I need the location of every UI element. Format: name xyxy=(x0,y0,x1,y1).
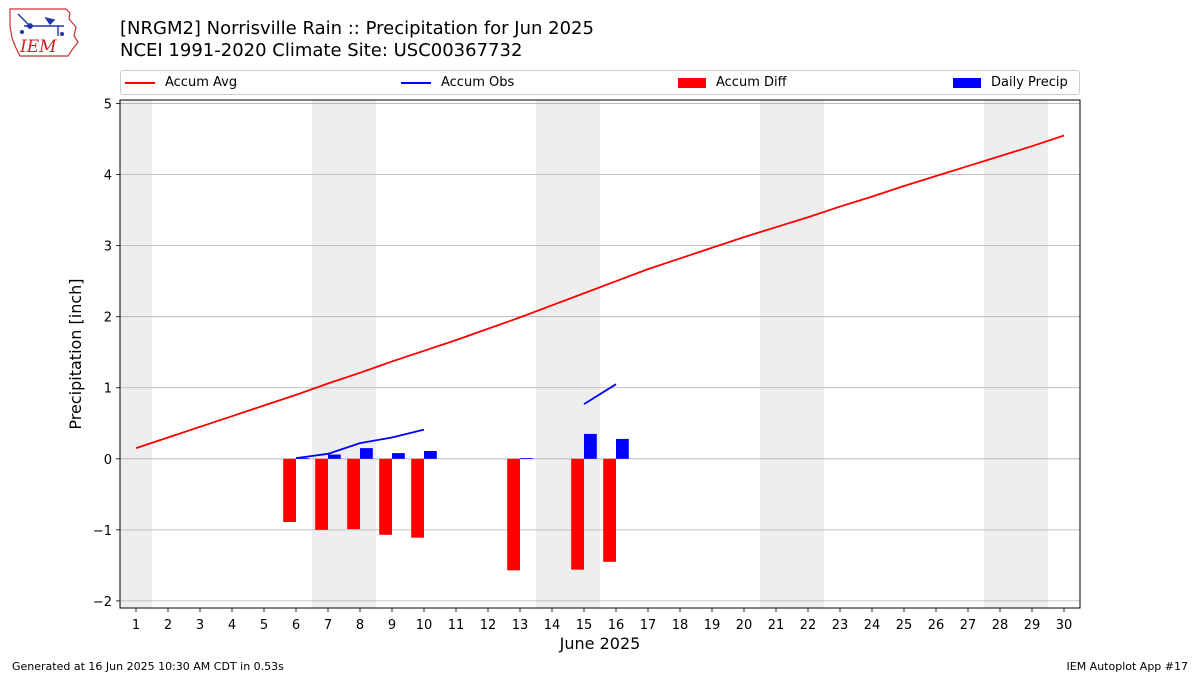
daily-precip-bar-6 xyxy=(296,458,309,459)
x-tick-label-13: 14 xyxy=(544,618,561,633)
legend-swatch-accum-obs xyxy=(401,81,431,84)
x-tick-label-23: 24 xyxy=(864,618,881,633)
daily-precip-bar-8 xyxy=(360,448,373,459)
accum-diff-bar-8 xyxy=(347,458,360,530)
x-tick-label-8: 9 xyxy=(388,618,396,633)
accum-diff-bar-15 xyxy=(571,458,584,570)
x-tick-label-28: 29 xyxy=(1024,618,1041,633)
legend-item-accum-obs: Accum Obs xyxy=(401,71,514,94)
x-tick-label-29: 30 xyxy=(1056,618,1073,633)
legend-swatch-accum-diff xyxy=(678,77,706,88)
y-tick-label-3: 1 xyxy=(104,382,112,397)
y-tick-label-4: 2 xyxy=(104,311,112,326)
x-tick-label-24: 25 xyxy=(896,618,913,633)
logo-text: IEM xyxy=(19,37,57,57)
legend-label-accum-diff: Accum Diff xyxy=(716,75,787,90)
weekend-shade-3 xyxy=(760,100,824,608)
accum-diff-bar-7 xyxy=(315,458,328,530)
chart-subtitle: NCEI 1991-2020 Climate Site: USC00367732 xyxy=(120,40,523,61)
x-tick-label-20: 21 xyxy=(768,618,785,633)
x-tick-label-14: 15 xyxy=(576,618,593,633)
x-tick-label-6: 7 xyxy=(324,618,332,633)
accum-diff-bar-13 xyxy=(507,458,520,571)
daily-precip-bar-16 xyxy=(616,438,629,459)
y-tick-label-6: 4 xyxy=(104,169,112,184)
x-tick-label-22: 23 xyxy=(832,618,849,633)
x-tick-label-12: 13 xyxy=(512,618,529,633)
legend-swatch-daily-precip xyxy=(953,77,981,88)
x-tick-label-9: 10 xyxy=(416,618,433,633)
x-tick-label-3: 4 xyxy=(228,618,236,633)
accum-diff-bar-16 xyxy=(603,458,616,562)
generated-timestamp: Generated at 16 Jun 2025 10:30 AM CDT in… xyxy=(12,660,284,673)
legend-item-daily-precip: Daily Precip xyxy=(953,71,1068,94)
x-tick-label-2: 3 xyxy=(196,618,204,633)
chart-legend: Accum Avg Accum Obs Accum Diff Daily Pre… xyxy=(120,70,1080,95)
chart-title: [NRGM2] Norrisville Rain :: Precipitatio… xyxy=(120,18,594,39)
x-tick-label-15: 16 xyxy=(608,618,625,633)
accum-diff-bar-9 xyxy=(379,458,392,535)
x-tick-label-27: 28 xyxy=(992,618,1009,633)
weekend-shade-2 xyxy=(536,100,600,608)
x-tick-label-16: 17 xyxy=(640,618,657,633)
weekend-shade-0 xyxy=(120,100,152,608)
weekend-shade-1 xyxy=(312,100,376,608)
legend-label-accum-avg: Accum Avg xyxy=(165,75,238,90)
weather-station-icon xyxy=(17,13,65,37)
iowa-state-outline xyxy=(9,8,79,57)
daily-precip-bar-7 xyxy=(328,454,341,459)
legend-swatch-accum-avg xyxy=(125,81,155,84)
legend-label-accum-obs: Accum Obs xyxy=(441,75,515,90)
plot-frame xyxy=(119,99,1081,609)
daily-precip-bar-9 xyxy=(392,453,405,459)
x-tick-label-1: 2 xyxy=(164,618,172,633)
daily-precip-bar-10 xyxy=(424,450,437,459)
accum-obs-line-1 xyxy=(583,383,617,405)
x-tick-label-25: 26 xyxy=(928,618,945,633)
x-tick-label-17: 18 xyxy=(672,618,689,633)
daily-precip-bar-13 xyxy=(520,458,533,459)
y-tick-label-0: −2 xyxy=(93,595,112,610)
accum-diff-bar-6 xyxy=(283,458,296,523)
x-tick-label-19: 20 xyxy=(736,618,753,633)
x-tick-label-21: 22 xyxy=(800,618,817,633)
y-tick-label-5: 3 xyxy=(104,240,112,255)
x-tick-label-0: 1 xyxy=(132,618,140,633)
y-tick-label-1: −1 xyxy=(93,524,112,539)
app-credit: IEM Autoplot App #17 xyxy=(1066,660,1189,673)
accum-avg-line xyxy=(135,134,1065,449)
legend-item-accum-diff: Accum Diff xyxy=(678,71,787,94)
x-tick-label-5: 6 xyxy=(292,618,300,633)
x-tick-label-7: 8 xyxy=(356,618,364,633)
accum-obs-line-0 xyxy=(295,428,425,459)
weekend-shade-4 xyxy=(984,100,1048,608)
daily-precip-bar-15 xyxy=(584,433,597,459)
legend-label-daily-precip: Daily Precip xyxy=(991,75,1068,90)
y-tick-label-7: 5 xyxy=(104,98,112,113)
y-axis-label: Precipitation [inch] xyxy=(66,278,85,429)
x-tick-label-11: 12 xyxy=(480,618,497,633)
x-tick-label-10: 11 xyxy=(448,618,465,633)
iem-logo: IEM xyxy=(9,8,79,57)
legend-item-accum-avg: Accum Avg xyxy=(125,71,237,94)
accum-diff-bar-10 xyxy=(411,458,424,538)
y-tick-label-2: 0 xyxy=(104,453,112,468)
x-tick-label-4: 5 xyxy=(260,618,268,633)
x-axis-label: June 2025 xyxy=(559,634,641,653)
x-tick-label-26: 27 xyxy=(960,618,977,633)
x-tick-label-18: 19 xyxy=(704,618,721,633)
